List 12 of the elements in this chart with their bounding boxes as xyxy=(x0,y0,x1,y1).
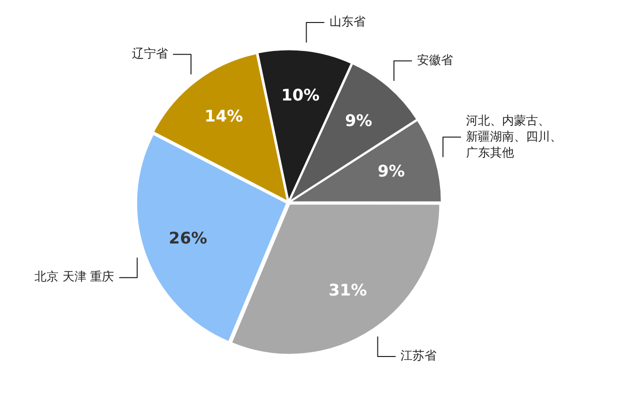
slice-label: 河北、内蒙古、新疆湖南、四川、广东其他 xyxy=(466,113,562,160)
slice-label: 北京 天津 重庆 xyxy=(34,270,114,284)
slice-label: 安徽省 xyxy=(416,52,453,67)
slice-label: 辽宁省 xyxy=(132,46,168,61)
data-label: 9% xyxy=(378,162,405,181)
data-label: 26% xyxy=(168,228,208,248)
data-label: 10% xyxy=(281,85,320,104)
data-label: 14% xyxy=(204,106,243,126)
slice-label: 山东省 xyxy=(329,14,366,29)
slice-label: 江苏省 xyxy=(400,348,437,363)
data-label: 9% xyxy=(344,110,372,130)
data-label: 31% xyxy=(328,280,367,300)
